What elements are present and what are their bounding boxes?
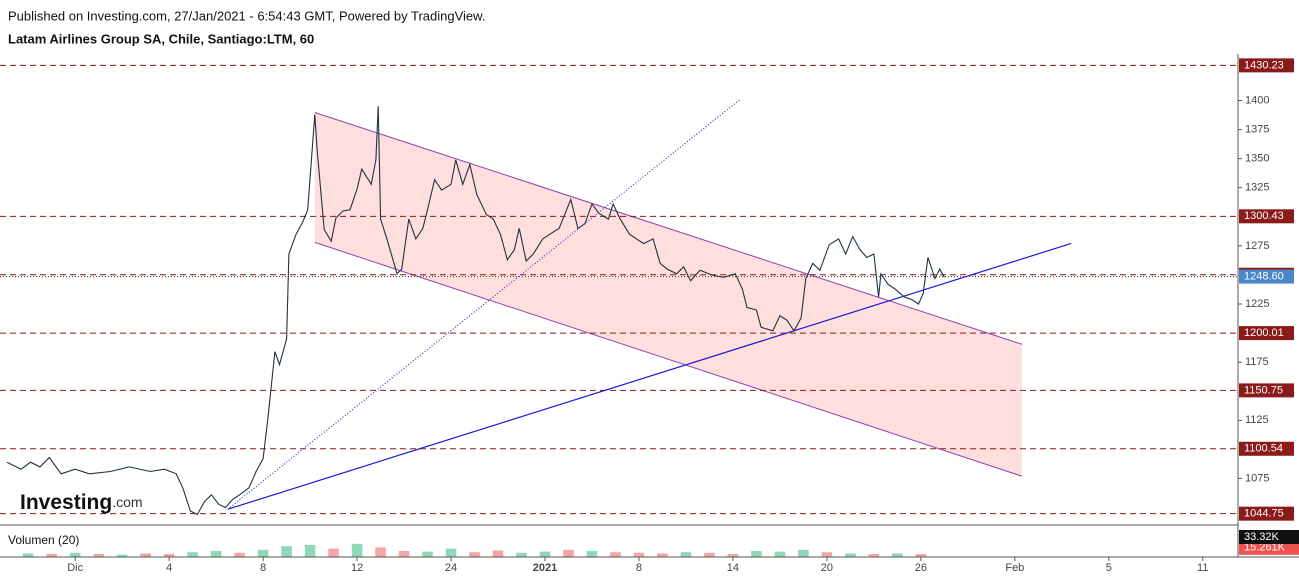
- x-tick-label: 4: [166, 562, 172, 574]
- x-tick-label: 24: [445, 562, 457, 574]
- x-tick-label: 8: [636, 562, 642, 574]
- x-tick-label: 20: [821, 562, 833, 574]
- volume-bar: [398, 551, 410, 557]
- channel-lower: [314, 241, 1023, 477]
- level-label: 1200.01: [1244, 327, 1284, 339]
- volume-bar: [445, 548, 457, 557]
- y-tick-label: 1350: [1245, 153, 1269, 165]
- plot: 1075 1125 1175 1225 1275 1325 1350 1375 1400 Dic 4…: [0, 58, 1299, 574]
- volume-bar: [751, 551, 762, 557]
- y-tick-label: 1275: [1245, 240, 1269, 252]
- volume-bar: [46, 554, 57, 557]
- channel-fill: [314, 112, 1022, 477]
- volume-bar: [469, 552, 480, 557]
- trendline: [227, 99, 741, 510]
- volume-bar: [610, 552, 621, 557]
- level-label-box: [1239, 326, 1294, 341]
- volume-bar: [328, 548, 339, 557]
- price-line: [6, 106, 945, 516]
- volume-bar: [563, 549, 574, 557]
- trendline: [227, 242, 1072, 510]
- volume-bar: [351, 543, 363, 557]
- y-tick-label: 1125: [1245, 414, 1269, 426]
- volume-bar: [680, 552, 692, 557]
- x-tick-label: 2021: [533, 562, 557, 574]
- current-price-label: 1248.60: [1244, 270, 1284, 282]
- volume-average-label-box: [1239, 540, 1299, 555]
- volume-bar: [657, 553, 668, 557]
- volume-bar: [140, 553, 151, 557]
- y-tick-label: 1325: [1245, 182, 1269, 194]
- x-tick-label: Dic: [67, 562, 83, 574]
- x-tick-label: 14: [727, 562, 739, 574]
- y-tick-label: 1225: [1245, 298, 1269, 310]
- volume-bar: [892, 553, 903, 557]
- x-tick-label: 11: [1197, 562, 1208, 574]
- level-label-box: [1239, 506, 1294, 521]
- x-tick-label: 12: [351, 562, 363, 574]
- level-label: 1150.75: [1244, 384, 1283, 396]
- volume-bar: [257, 549, 269, 557]
- volume-bar: [821, 552, 833, 557]
- volume-bar: [69, 552, 81, 557]
- volume-bar: [22, 553, 34, 557]
- logo-main: Investing: [20, 491, 112, 514]
- volume-bar: [915, 554, 927, 557]
- volume-bar: [187, 552, 198, 557]
- volume-bar: [116, 554, 128, 557]
- volume-bar: [704, 552, 715, 557]
- volume-bar: [633, 552, 645, 557]
- y-tick-label: 1175: [1245, 356, 1269, 368]
- volume-average-label: 15.261K: [1244, 542, 1286, 554]
- y-tick-label: 1400: [1245, 94, 1269, 106]
- volume-bar: [422, 551, 433, 557]
- channel-upper: [314, 112, 1023, 345]
- volume-bar: [868, 554, 880, 557]
- volume-bar: [163, 554, 175, 557]
- current-price-label-box: [1239, 269, 1294, 284]
- level-label: 1100.54: [1244, 443, 1283, 455]
- volume-bar: [774, 551, 786, 557]
- x-tick-label: 8: [260, 562, 266, 574]
- volume-bar: [539, 551, 551, 557]
- chart-subtitle: Published on Investing.com, 27/Jan/2021 …: [8, 8, 485, 23]
- volume-bar: [234, 552, 245, 557]
- volume-bar: [375, 547, 386, 557]
- volume-bar: [586, 551, 598, 557]
- x-tick-label: 5: [1106, 562, 1112, 574]
- volume-bar: [93, 554, 104, 557]
- volume-bar: [210, 551, 222, 557]
- y-tick-label: 1375: [1245, 123, 1269, 135]
- x-tick-label: Feb: [1005, 562, 1024, 574]
- x-tick-label: 26: [915, 562, 927, 574]
- level-label-box: [1239, 58, 1294, 73]
- volume-bar: [516, 552, 527, 557]
- volume-last-label: 33.32K: [1244, 531, 1280, 543]
- y-tick-label: 1075: [1245, 472, 1269, 484]
- level-label: 1300.43: [1244, 210, 1284, 222]
- volume-bar: [492, 550, 504, 557]
- volume-bar: [845, 553, 856, 557]
- volume-bar: [727, 554, 739, 557]
- volume-bar: [798, 549, 809, 557]
- level-label-box: [1239, 209, 1294, 224]
- level-label: 1430.23: [1244, 59, 1284, 71]
- volume-bar: [281, 546, 292, 557]
- level-label-box: [1239, 383, 1294, 398]
- logo: Investing.com: [20, 491, 143, 514]
- volume-bar: [304, 545, 316, 557]
- chart-title: Latam Airlines Group SA, Chile, Santiago…: [8, 31, 314, 46]
- volume-last-label-box: [1239, 530, 1299, 545]
- logo-suffix: .com: [112, 494, 142, 510]
- level-label-box: [1239, 441, 1294, 456]
- volume-label: Volumen (20): [8, 533, 79, 547]
- level-label: 1044.75: [1244, 508, 1284, 520]
